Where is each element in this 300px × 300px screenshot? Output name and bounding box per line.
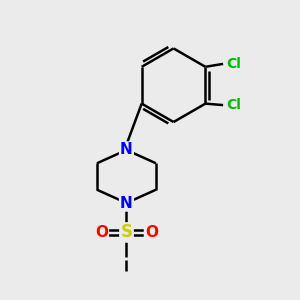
- Text: N: N: [120, 196, 133, 211]
- Text: S: S: [120, 224, 132, 242]
- Text: N: N: [120, 142, 133, 158]
- Text: O: O: [145, 225, 158, 240]
- Text: O: O: [95, 225, 108, 240]
- Text: Cl: Cl: [226, 98, 241, 112]
- Text: Cl: Cl: [226, 57, 241, 71]
